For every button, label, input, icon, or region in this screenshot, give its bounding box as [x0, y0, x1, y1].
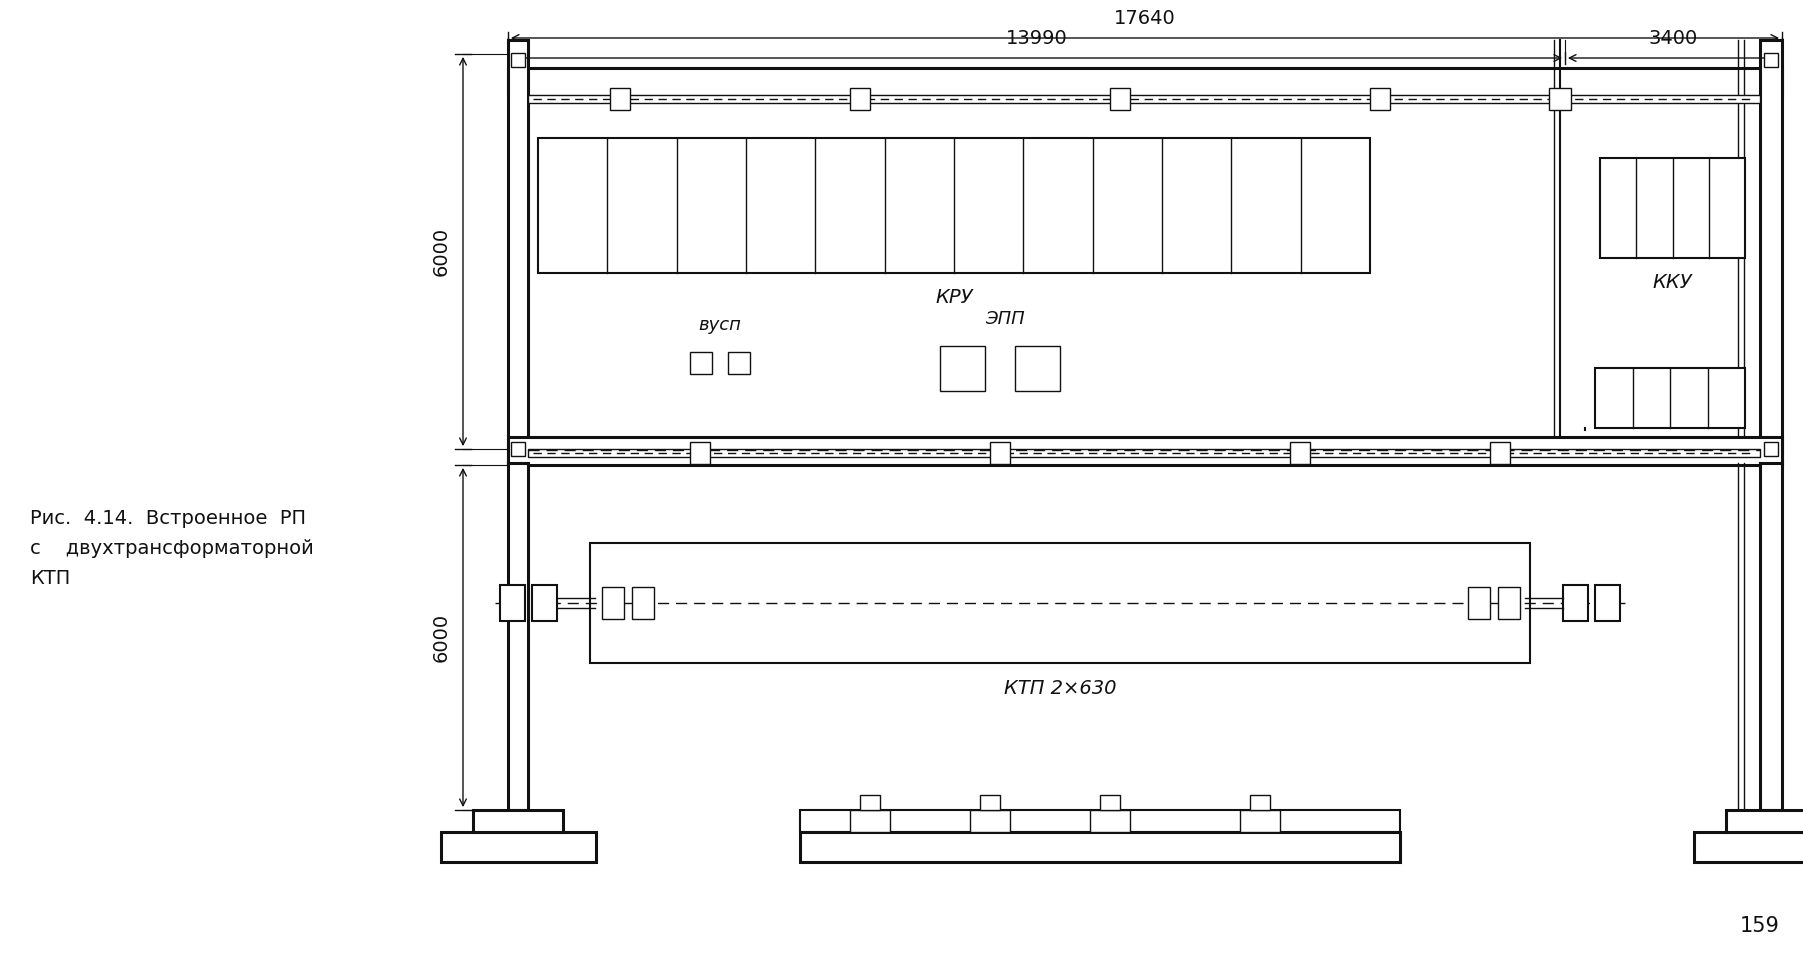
Bar: [849, 810, 891, 832]
Bar: [602, 587, 624, 619]
Bar: [590, 543, 1531, 663]
Bar: [801, 832, 1399, 862]
Bar: [528, 95, 1760, 103]
Bar: [1100, 795, 1120, 810]
Bar: [508, 40, 528, 463]
Bar: [801, 810, 1399, 832]
Bar: [499, 585, 525, 621]
Bar: [472, 810, 563, 832]
Bar: [1489, 442, 1509, 464]
Text: 3400: 3400: [1650, 29, 1698, 48]
Bar: [609, 88, 629, 110]
Bar: [1015, 346, 1060, 391]
Bar: [1249, 795, 1269, 810]
Bar: [1763, 53, 1778, 67]
Bar: [1240, 810, 1280, 832]
Bar: [510, 442, 525, 456]
Bar: [1760, 40, 1781, 463]
Text: КРУ: КРУ: [936, 288, 974, 307]
Text: 159: 159: [1740, 916, 1780, 936]
Text: вусп: вусп: [698, 316, 741, 334]
Bar: [1760, 463, 1781, 810]
Bar: [691, 352, 712, 374]
Text: 6000: 6000: [433, 613, 451, 662]
Bar: [970, 810, 1010, 832]
Text: ККУ: ККУ: [1653, 273, 1693, 292]
Bar: [508, 463, 528, 810]
Bar: [510, 53, 525, 67]
Bar: [633, 587, 654, 619]
Bar: [1725, 810, 1803, 832]
Bar: [691, 442, 710, 464]
Text: ЭПП: ЭПП: [984, 309, 1024, 328]
Bar: [508, 68, 1781, 96]
Bar: [532, 585, 557, 621]
Bar: [981, 795, 1001, 810]
Bar: [1596, 585, 1621, 621]
Bar: [990, 442, 1010, 464]
Bar: [860, 795, 880, 810]
Bar: [1693, 832, 1803, 862]
Text: 13990: 13990: [1006, 29, 1067, 48]
Text: 17640: 17640: [1114, 9, 1176, 28]
Text: 6000: 6000: [433, 227, 451, 276]
Bar: [508, 437, 1781, 465]
Bar: [1563, 585, 1588, 621]
Text: 1: 1: [566, 196, 579, 215]
Bar: [528, 449, 1760, 457]
Bar: [1468, 587, 1489, 619]
Bar: [1370, 88, 1390, 110]
Bar: [1596, 368, 1745, 428]
Bar: [1599, 158, 1745, 258]
Bar: [440, 832, 595, 862]
Text: КТП 2×630: КТП 2×630: [1004, 679, 1116, 698]
Text: Рис.  4.14.  Встроенное  РП: Рис. 4.14. Встроенное РП: [31, 509, 307, 528]
Text: 12: 12: [1323, 196, 1347, 215]
Text: КТП: КТП: [31, 569, 70, 588]
Bar: [1111, 88, 1130, 110]
Bar: [1498, 587, 1520, 619]
Bar: [1289, 442, 1311, 464]
Bar: [1091, 810, 1130, 832]
Bar: [939, 346, 984, 391]
Text: с    двухтрансформаторной: с двухтрансформаторной: [31, 539, 314, 558]
Bar: [849, 88, 871, 110]
Bar: [537, 138, 1370, 273]
Bar: [1763, 442, 1778, 456]
Bar: [1549, 88, 1570, 110]
Bar: [728, 352, 750, 374]
